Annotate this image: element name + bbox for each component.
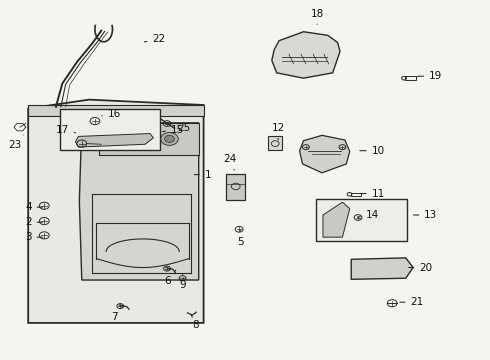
Polygon shape <box>28 105 203 116</box>
Text: 16: 16 <box>101 109 121 119</box>
Polygon shape <box>226 174 245 200</box>
Text: 3: 3 <box>25 232 43 242</box>
Polygon shape <box>28 100 203 323</box>
Text: 5: 5 <box>237 230 244 247</box>
Polygon shape <box>79 123 199 280</box>
Text: 7: 7 <box>111 307 122 322</box>
Text: 17: 17 <box>55 125 75 135</box>
Text: 22: 22 <box>145 34 166 44</box>
Circle shape <box>116 135 125 143</box>
Circle shape <box>136 132 154 145</box>
Text: 23: 23 <box>8 135 23 150</box>
Text: 8: 8 <box>192 315 198 330</box>
Text: 24: 24 <box>223 154 236 170</box>
Text: 11: 11 <box>360 189 385 199</box>
Text: 1: 1 <box>194 170 212 180</box>
Bar <box>351 193 362 196</box>
Circle shape <box>112 132 129 145</box>
Text: 12: 12 <box>271 123 285 140</box>
Circle shape <box>140 135 150 143</box>
Bar <box>269 136 282 150</box>
Text: 4: 4 <box>25 202 43 212</box>
Text: 18: 18 <box>311 9 324 24</box>
Bar <box>60 109 160 150</box>
Circle shape <box>165 135 174 143</box>
Text: 6: 6 <box>165 270 176 287</box>
Text: 21: 21 <box>400 297 424 307</box>
Polygon shape <box>323 202 350 237</box>
Text: 25: 25 <box>171 123 190 133</box>
Text: 20: 20 <box>409 262 433 273</box>
Text: 15: 15 <box>163 125 184 135</box>
Text: 13: 13 <box>414 210 438 220</box>
Bar <box>405 76 416 80</box>
Polygon shape <box>75 134 153 147</box>
Text: 14: 14 <box>357 210 379 220</box>
Polygon shape <box>99 123 199 155</box>
Polygon shape <box>351 258 413 279</box>
Text: 19: 19 <box>417 71 442 81</box>
Bar <box>316 199 407 242</box>
Polygon shape <box>272 32 340 78</box>
Text: 2: 2 <box>25 217 43 227</box>
Circle shape <box>161 132 178 145</box>
Text: 10: 10 <box>360 146 385 156</box>
Polygon shape <box>299 135 350 173</box>
Text: 9: 9 <box>179 274 186 290</box>
